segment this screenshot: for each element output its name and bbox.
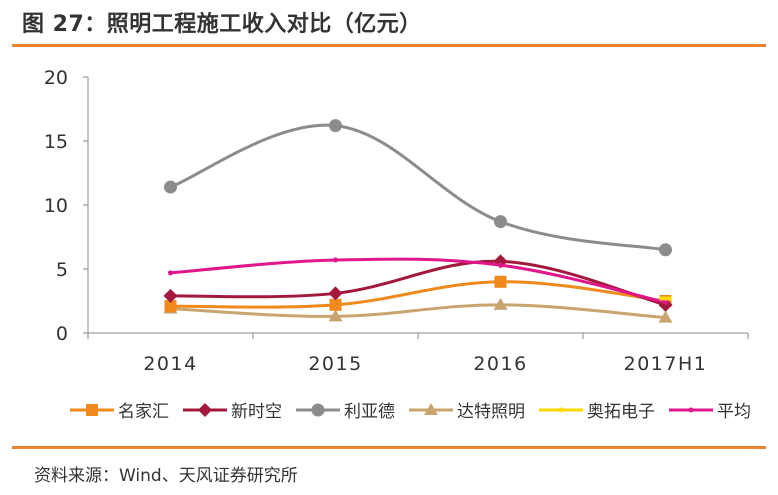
y-tick-label: 10	[44, 195, 68, 217]
data-point	[329, 298, 342, 311]
legend-marker	[311, 403, 325, 416]
data-point	[329, 119, 342, 133]
source-note: 资料来源：Wind、天风证券研究所	[34, 466, 298, 486]
title-divider	[12, 44, 766, 47]
legend-swatch	[70, 403, 114, 416]
legend-item: 达特照明	[409, 397, 525, 422]
series-line	[169, 257, 667, 304]
footer-divider	[12, 446, 766, 449]
data-point	[493, 297, 508, 310]
legend-swatch	[409, 402, 453, 415]
legend-swatch	[183, 402, 227, 417]
data-point	[163, 288, 178, 303]
legend-item: 平均	[669, 397, 751, 422]
legend-marker	[86, 403, 98, 416]
legend-item: 名家汇	[70, 397, 169, 422]
data-point	[164, 300, 177, 313]
chart-legend: 名家汇 新时空 利亚德 达特照明 奥拓电子 平均	[70, 397, 751, 422]
data-point	[333, 257, 338, 263]
x-tick-label: 2015	[308, 353, 362, 375]
legend-marker	[558, 407, 564, 412]
legend-swatch	[539, 407, 583, 412]
legend-item: 新时空	[183, 397, 282, 422]
legend-marker	[424, 402, 438, 415]
legend-label: 平均	[717, 402, 751, 422]
legend-label: 奥拓电子	[587, 402, 655, 422]
legend-label: 名家汇	[118, 402, 169, 422]
series-line	[169, 123, 667, 252]
figure-title: 图 27：照明工程施工收入对比（亿元）	[22, 12, 422, 37]
data-point	[164, 180, 177, 194]
line-chart: 0 5 10 15 20 2014 2015 2016 2017H1	[44, 67, 749, 375]
x-tick-label: 2014	[143, 353, 197, 375]
data-point	[328, 309, 343, 322]
data-point	[168, 270, 173, 276]
y-tick-label: 5	[56, 259, 68, 281]
legend-label: 利亚德	[344, 402, 395, 422]
data-point	[494, 275, 507, 288]
x-tick-label: 2017H1	[624, 353, 708, 375]
legend-item: 利亚德	[296, 397, 395, 422]
legend-swatch	[296, 403, 340, 416]
data-point	[328, 286, 343, 301]
legend-label: 新时空	[231, 402, 282, 422]
legend-label: 达特照明	[457, 402, 525, 422]
y-tick-label: 15	[44, 131, 68, 153]
legend-item: 奥拓电子	[539, 397, 655, 422]
series-line	[169, 259, 667, 307]
data-point	[494, 215, 507, 229]
y-tick-label: 20	[44, 67, 68, 89]
data-point	[658, 310, 673, 323]
x-tick-label: 2016	[473, 353, 527, 375]
data-point	[663, 299, 668, 305]
y-tick-label: 0	[56, 323, 68, 345]
data-point	[659, 243, 672, 257]
series-line	[169, 280, 667, 309]
legend-marker	[688, 407, 694, 412]
legend-marker	[198, 402, 212, 417]
legend-swatch	[669, 407, 713, 412]
series-line	[169, 303, 667, 320]
data-point	[498, 262, 503, 268]
